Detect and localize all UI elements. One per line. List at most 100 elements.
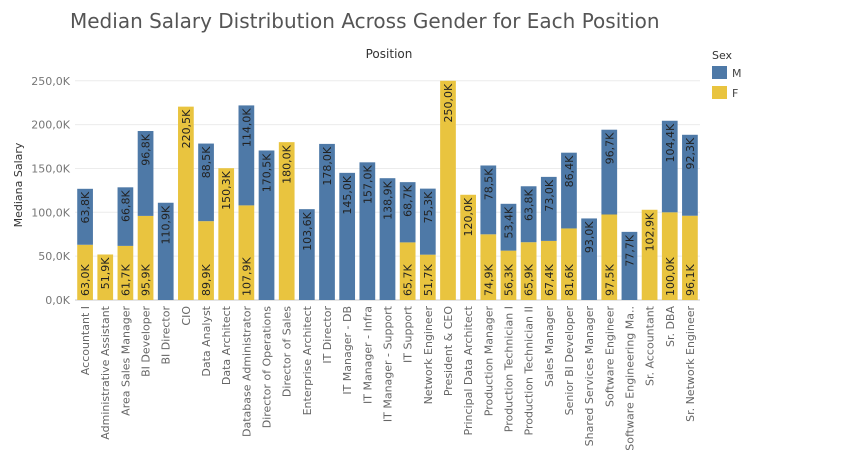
bar-m[interactable] xyxy=(198,143,214,222)
bar-m[interactable] xyxy=(480,165,497,235)
legend-title: Sex xyxy=(712,49,733,62)
legend[interactable]: Sex M F xyxy=(712,49,742,100)
bar-f[interactable] xyxy=(500,250,517,300)
bar-m[interactable] xyxy=(399,182,416,243)
bar-f[interactable] xyxy=(661,212,678,300)
y-tick-label: 0,0K xyxy=(45,294,70,307)
bar-m[interactable] xyxy=(581,218,597,300)
data-label-m: 78,5K xyxy=(482,168,495,200)
bar-f[interactable] xyxy=(238,205,255,300)
bar-m[interactable] xyxy=(419,188,436,255)
bar-f[interactable] xyxy=(641,209,658,300)
bar-f[interactable] xyxy=(561,228,577,300)
bar-m[interactable] xyxy=(319,143,335,300)
bar-f[interactable] xyxy=(540,240,557,300)
x-category-label: President & CEO xyxy=(442,306,455,397)
bar-m[interactable] xyxy=(661,120,678,213)
bar-f[interactable] xyxy=(460,194,477,300)
data-label-f: 61,7K xyxy=(119,264,132,296)
y-axis-ticks: 0,0K 50,0K 100,0K 150,0K 200,0K 250,0K xyxy=(31,75,70,307)
bar-f[interactable] xyxy=(480,234,497,300)
bar-f[interactable] xyxy=(682,215,698,300)
bar-m[interactable] xyxy=(359,162,376,300)
x-category-label: Database Administrator xyxy=(240,306,253,437)
bar-f[interactable] xyxy=(97,254,114,300)
bar-f[interactable] xyxy=(117,245,134,300)
x-category-label: Sr. Network Engineer xyxy=(684,306,697,422)
bar-f[interactable] xyxy=(278,142,295,300)
bar-f[interactable] xyxy=(137,215,154,300)
legend-swatch-f[interactable] xyxy=(712,86,727,99)
data-label-f: 102,9K xyxy=(644,212,657,251)
x-category-label: Enterprise Architect xyxy=(301,305,314,415)
data-label-m: 63,8K xyxy=(523,188,536,220)
x-category-label: Sr. Accountant xyxy=(644,305,657,386)
bar-f[interactable] xyxy=(399,242,416,300)
data-label-m: 103,6K xyxy=(301,211,314,250)
bar-m[interactable] xyxy=(621,231,638,300)
y-tick-label: 200,0K xyxy=(31,119,70,132)
data-label-f: 74,9K xyxy=(482,264,495,296)
y-tick-label: 250,0K xyxy=(31,75,70,88)
data-label-f: 63,0K xyxy=(79,264,92,296)
x-category-label: Director of Operations xyxy=(261,306,274,429)
x-category-label: IT Manager - Infra xyxy=(361,306,374,404)
y-tick-label: 100,0K xyxy=(31,206,70,219)
data-label-f: 51,9K xyxy=(99,257,112,289)
column-header: Position xyxy=(366,47,413,61)
bar-m[interactable] xyxy=(117,187,134,246)
data-label-f: 97,5K xyxy=(603,264,616,296)
bar-m[interactable] xyxy=(77,188,93,245)
bar-m[interactable] xyxy=(379,178,396,300)
bar-f[interactable] xyxy=(520,242,537,300)
bar-m[interactable] xyxy=(157,202,174,300)
bar-f[interactable] xyxy=(419,254,436,300)
y-tick-label: 150,0K xyxy=(31,162,70,175)
bar-f[interactable] xyxy=(218,168,235,300)
bar-m[interactable] xyxy=(298,209,315,300)
x-category-label: Production Technician I xyxy=(502,306,515,432)
bar-m[interactable] xyxy=(500,203,517,251)
bar-f[interactable] xyxy=(198,221,214,300)
data-label-f: 95,9K xyxy=(140,264,153,296)
data-label-f: 67,4K xyxy=(543,264,556,296)
data-label-f: 150,3K xyxy=(220,170,233,209)
data-label-m: 66,8K xyxy=(119,190,132,222)
bar-m[interactable] xyxy=(258,150,275,300)
bar-f[interactable] xyxy=(77,244,93,300)
data-label-m: 96,8K xyxy=(140,133,153,165)
data-label-m: 92,3K xyxy=(684,137,697,169)
data-label-m: 75,3K xyxy=(422,191,435,223)
bar-m[interactable] xyxy=(561,152,577,229)
data-label-m: 114,0K xyxy=(240,108,253,147)
data-label-m: 104,4K xyxy=(664,123,677,162)
data-label-m: 157,0K xyxy=(361,165,374,204)
bar-m[interactable] xyxy=(682,134,698,216)
bar-m[interactable] xyxy=(238,105,255,206)
x-category-label: Senior BI Developer xyxy=(563,306,576,416)
data-label-m: 73,0K xyxy=(543,179,556,211)
data-label-f: 220,5K xyxy=(180,109,193,148)
bar-m[interactable] xyxy=(339,172,356,300)
data-label-m: 88,5K xyxy=(200,146,213,178)
bar-f[interactable] xyxy=(601,214,618,301)
legend-swatch-m[interactable] xyxy=(712,66,727,79)
chart-title: Median Salary Distribution Across Gender… xyxy=(70,9,660,33)
data-label-f: 51,7K xyxy=(422,264,435,296)
y-tick-label: 50,0K xyxy=(38,250,70,263)
bar-m[interactable] xyxy=(520,186,537,243)
data-label-f: 56,3K xyxy=(502,264,515,296)
bar-f[interactable] xyxy=(440,80,456,301)
data-label-m: 110,9K xyxy=(160,205,173,244)
bar-m[interactable] xyxy=(601,129,618,215)
x-category-label: BI Developer xyxy=(140,306,153,377)
bar-m[interactable] xyxy=(540,176,557,241)
bar-m[interactable] xyxy=(137,131,154,216)
data-label-f: 250,0K xyxy=(442,83,455,122)
y-axis-title: Mediana Salary xyxy=(12,142,25,227)
x-category-label: Administrative Assistant xyxy=(99,305,112,439)
x-category-label: Production Technician II xyxy=(523,306,536,436)
x-category-label: Network Engineer xyxy=(422,306,435,405)
data-label-m: 53,4K xyxy=(502,206,515,238)
bar-f[interactable] xyxy=(178,106,194,300)
